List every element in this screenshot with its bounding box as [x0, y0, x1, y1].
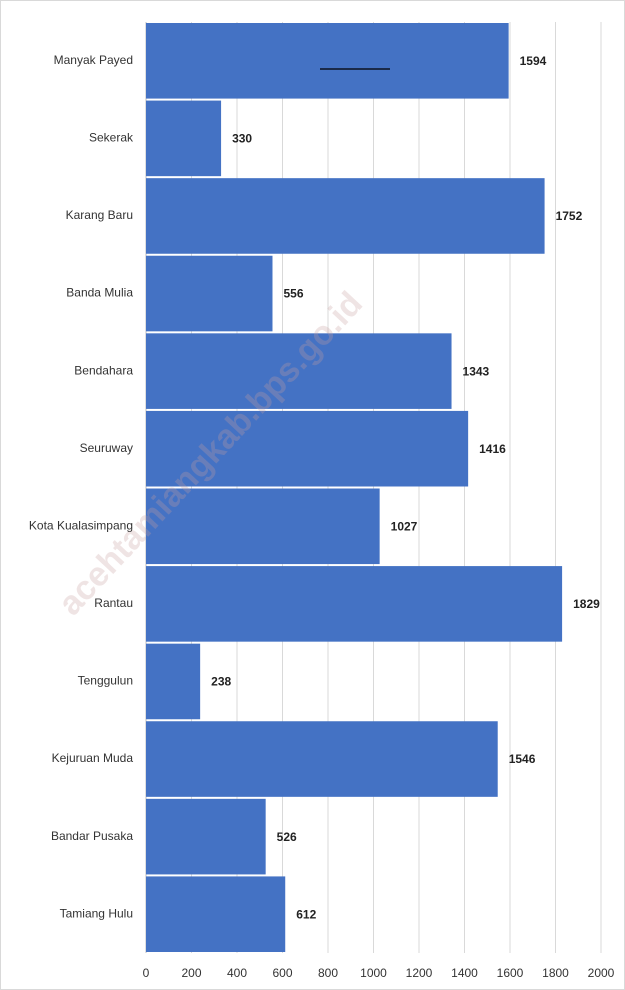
bar [146, 410, 469, 487]
y-tick-label: Seuruway [80, 441, 133, 455]
y-tick-label: Bandar Pusaka [51, 829, 133, 843]
bar [146, 566, 563, 642]
bar [146, 333, 452, 409]
bar [146, 255, 273, 332]
bar [146, 643, 201, 720]
y-tick-label: Sekerak [89, 131, 134, 145]
data-label: 330 [232, 132, 252, 146]
x-tick-label: 1800 [542, 966, 569, 980]
data-label: 612 [296, 907, 316, 921]
bar [146, 876, 286, 952]
data-label: 1594 [520, 54, 547, 68]
x-tick-label: 0 [143, 966, 150, 980]
y-tick-label: Rantau [94, 596, 133, 610]
bar [146, 721, 498, 797]
y-tick-label: Manyak Payed [54, 53, 133, 67]
bar [146, 23, 509, 99]
x-tick-label: 2000 [588, 966, 615, 980]
y-tick-label: Kejuruan Muda [52, 751, 134, 765]
y-tick-label: Banda Mulia [66, 286, 133, 300]
y-tick-label: Kota Kualasimpang [29, 518, 133, 532]
bar [146, 178, 545, 254]
data-label: 1343 [463, 364, 490, 378]
x-tick-label: 1000 [360, 966, 387, 980]
x-tick-label: 1200 [406, 966, 433, 980]
grid [145, 22, 602, 953]
data-label: 238 [211, 675, 231, 689]
y-tick-label: Bendahara [74, 363, 133, 377]
data-label: 1752 [556, 209, 583, 223]
data-label: 556 [283, 287, 303, 301]
y-tick-label: Tamiang Hulu [60, 906, 133, 920]
data-label: 1027 [391, 519, 418, 533]
y-tick-label: Tenggulun [78, 674, 133, 688]
data-label: 526 [277, 830, 297, 844]
x-tick-label: 400 [227, 966, 247, 980]
bar [146, 798, 266, 875]
bars [146, 23, 563, 952]
data-label: 1546 [509, 752, 536, 766]
x-tick-label: 600 [272, 966, 292, 980]
x-tick-label: 1400 [451, 966, 478, 980]
bar [146, 488, 380, 565]
x-tick-label: 1600 [497, 966, 524, 980]
x-tick-label: 200 [181, 966, 201, 980]
data-label: 1829 [573, 597, 600, 611]
y-tick-label: Karang Baru [66, 208, 133, 222]
bar [146, 100, 222, 177]
data-label: 1416 [479, 442, 506, 456]
x-tick-label: 800 [318, 966, 338, 980]
